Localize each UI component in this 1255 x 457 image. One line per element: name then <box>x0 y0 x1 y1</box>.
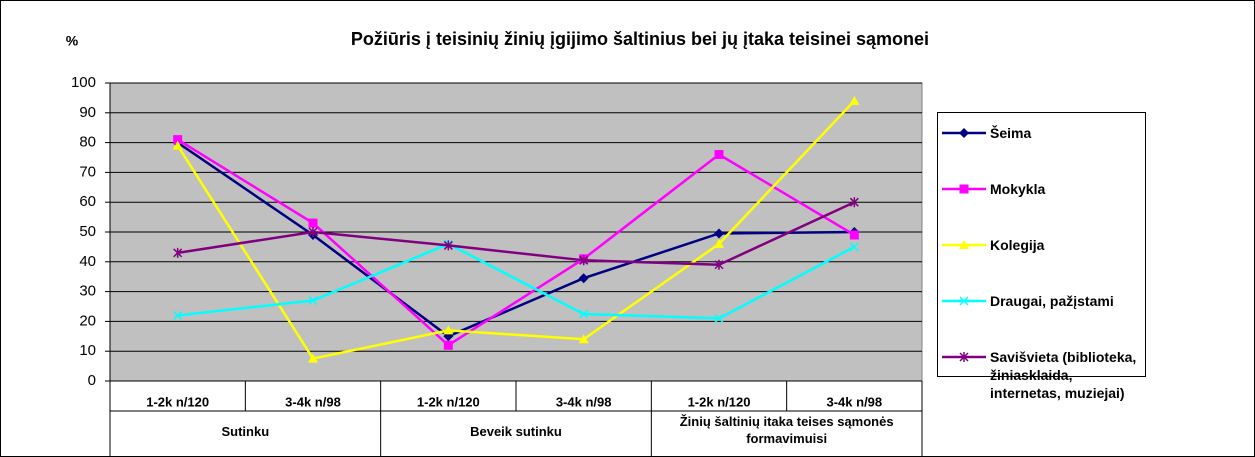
series-line <box>177 201 855 267</box>
marker <box>714 259 724 270</box>
y-tick-label: 60 <box>79 193 96 210</box>
marker <box>578 334 589 344</box>
marker <box>579 255 589 266</box>
y-tick-label: 50 <box>79 223 96 240</box>
marker <box>959 184 969 194</box>
marker <box>714 150 724 160</box>
series-line <box>177 242 855 320</box>
y-tick-label: 10 <box>79 342 96 359</box>
legend-swatch <box>942 128 986 138</box>
x-tick-label: 1-2k n/120 <box>688 394 751 409</box>
legend-label: Šeima <box>990 125 1032 141</box>
y-tick-label: 20 <box>79 312 96 329</box>
x-tick-label: 1-2k n/120 <box>146 394 209 409</box>
marker <box>849 95 860 105</box>
series-line <box>176 100 856 361</box>
series-line <box>177 138 855 347</box>
marker <box>959 240 969 249</box>
legend-label: Savišvieta (biblioteka, žiniasklaida, in… <box>990 349 1137 401</box>
marker <box>443 240 453 251</box>
x-tick-label: 3-4k n/98 <box>827 394 883 409</box>
legend-item: Šeima <box>938 121 1145 177</box>
legend-item: Kolegija <box>938 233 1145 289</box>
y-tick-label: 90 <box>79 104 96 121</box>
x-tick-label: 3-4k n/98 <box>285 394 341 409</box>
legend-swatch <box>942 352 986 362</box>
legend-item: Draugai, pažįstami <box>938 289 1145 345</box>
marker <box>308 218 318 228</box>
y-tick-label: 30 <box>79 283 96 300</box>
category-group-label: Sutinku <box>221 424 270 439</box>
marker <box>172 140 183 150</box>
marker <box>578 273 589 284</box>
legend: Šeima Mokykla Kolegija Draugai, pažįstami Sa… <box>937 112 1146 401</box>
marker <box>714 228 724 239</box>
marker <box>959 352 969 362</box>
marker <box>308 353 318 363</box>
legend-label: Kolegija <box>990 237 1045 253</box>
legend-item: Mokykla <box>938 177 1145 233</box>
x-tick-label: 1-2k n/120 <box>417 394 480 409</box>
category-group-label: Beveik sutinku <box>470 424 562 439</box>
legend-item: Savišvieta (biblioteka, žiniasklaida, in… <box>938 345 1145 401</box>
marker <box>579 309 589 319</box>
series-line <box>176 141 855 338</box>
marker <box>714 313 724 323</box>
x-tick-label: 3-4k n/98 <box>556 394 612 409</box>
y-tick-label: 0 <box>88 372 96 389</box>
y-tick-label: 70 <box>79 163 96 180</box>
marker <box>849 197 859 208</box>
y-tick-label: 100 <box>71 74 96 91</box>
chart-title: Požiūris į teisinių žinių įgijimo šaltin… <box>351 29 929 49</box>
marker <box>308 296 318 306</box>
category-group-label: Žinių šaltinių itaka teises sąmonės form… <box>679 414 894 446</box>
legend-label: Mokykla <box>990 181 1046 197</box>
marker <box>959 128 969 138</box>
marker <box>443 325 454 335</box>
marker <box>714 238 724 248</box>
marker <box>849 230 859 240</box>
marker <box>443 340 453 350</box>
marker <box>959 296 969 306</box>
legend-label: Draugai, pažįstami <box>990 293 1114 309</box>
y-tick-label: 80 <box>79 134 96 151</box>
y-axis-label: % <box>66 33 79 49</box>
legend-swatch <box>942 296 986 306</box>
marker <box>308 227 318 237</box>
marker <box>173 310 183 320</box>
marker <box>849 242 859 252</box>
marker <box>173 135 183 145</box>
y-tick-label: 40 <box>79 253 96 270</box>
legend-swatch <box>942 240 986 249</box>
legend-swatch <box>942 184 986 194</box>
marker <box>173 247 183 258</box>
